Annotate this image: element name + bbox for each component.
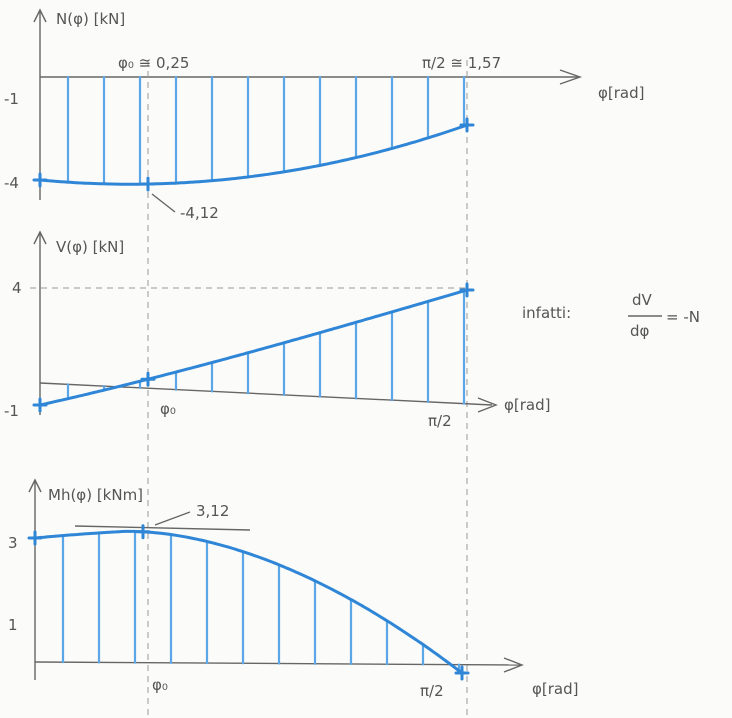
axis-label: Mh(φ) [kNm]: [48, 486, 143, 504]
cross: [461, 119, 473, 131]
y-label: -4: [4, 174, 19, 192]
cross: [34, 174, 46, 186]
note: dφ: [630, 322, 650, 340]
axis-label: φ[rad]: [532, 680, 578, 698]
marker-label: φ₀ ≅ 0,25: [118, 54, 189, 72]
marker-label: π/2: [428, 412, 452, 430]
marker-label: π/2 ≅ 1,57: [422, 54, 501, 72]
cross: [34, 399, 46, 411]
y-label: 3: [8, 534, 18, 552]
tangent: [75, 526, 250, 530]
y-label: -1: [4, 90, 19, 108]
panel-m: Mh(φ) [kNm] 3,12 3 1 φ₀ π/2 φ[rad]: [8, 480, 578, 700]
note: dV: [632, 291, 653, 309]
leader: [155, 512, 190, 525]
axis-label: V(φ) [kN]: [56, 238, 124, 256]
annotation: -4,12: [180, 204, 219, 222]
marker-label: φ₀: [152, 676, 168, 694]
note: infatti:: [522, 304, 571, 322]
y-label: -1: [4, 402, 19, 420]
axis-label: φ[rad]: [598, 84, 644, 102]
note: = -N: [666, 308, 700, 326]
axis-label: φ[rad]: [504, 396, 550, 414]
annotation: 3,12: [196, 502, 229, 520]
y-label: 4: [12, 279, 22, 297]
cross: [461, 284, 473, 296]
leader: [152, 194, 175, 212]
cross: [142, 178, 154, 190]
y-label: 1: [8, 616, 18, 634]
cross: [29, 532, 41, 544]
sketch: N(φ) [kN] φ₀ ≅ 0,25 π/2 ≅ 1,57 φ[rad] -1…: [0, 0, 732, 718]
marker-label: φ₀: [160, 400, 176, 418]
axis-label: N(φ) [kN]: [56, 10, 125, 28]
x-axis: [40, 383, 492, 405]
marker-label: π/2: [420, 682, 444, 700]
cross: [142, 373, 154, 385]
panel-v: V(φ) [kN] 4 -1 φ₀ π/2 φ[rad] infatti: dV…: [4, 232, 700, 430]
